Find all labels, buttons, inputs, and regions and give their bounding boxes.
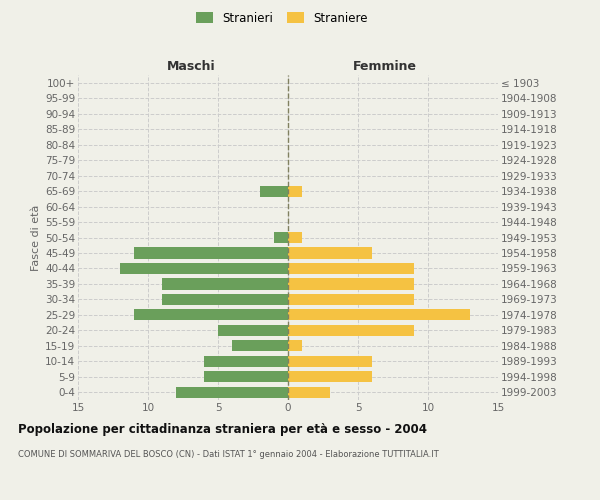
Y-axis label: Fasce di età: Fasce di età (31, 204, 41, 270)
Bar (232, 340, 288, 351)
Bar (288, 356, 372, 367)
Bar (288, 310, 470, 320)
Bar (288, 248, 372, 258)
Bar (218, 325, 288, 336)
Bar (288, 263, 414, 274)
Bar (134, 248, 288, 258)
Bar (288, 294, 414, 305)
Bar (288, 371, 372, 382)
Bar (204, 356, 288, 367)
Bar (204, 371, 288, 382)
Bar (274, 232, 288, 243)
Bar (288, 386, 330, 398)
Bar (120, 263, 288, 274)
Bar (288, 340, 302, 351)
Text: Femmine: Femmine (353, 60, 416, 72)
Bar (260, 186, 288, 196)
Bar (134, 310, 288, 320)
Bar (288, 278, 414, 289)
Bar (288, 186, 302, 196)
Bar (176, 386, 288, 398)
Text: Maschi: Maschi (167, 60, 216, 72)
Legend: Stranieri, Straniere: Stranieri, Straniere (191, 7, 373, 30)
Bar (162, 278, 288, 289)
Bar (162, 294, 288, 305)
Bar (288, 232, 302, 243)
Bar (288, 325, 414, 336)
Text: COMUNE DI SOMMARIVA DEL BOSCO (CN) - Dati ISTAT 1° gennaio 2004 - Elaborazione T: COMUNE DI SOMMARIVA DEL BOSCO (CN) - Dat… (18, 450, 439, 459)
Text: Popolazione per cittadinanza straniera per età e sesso - 2004: Popolazione per cittadinanza straniera p… (18, 422, 427, 436)
